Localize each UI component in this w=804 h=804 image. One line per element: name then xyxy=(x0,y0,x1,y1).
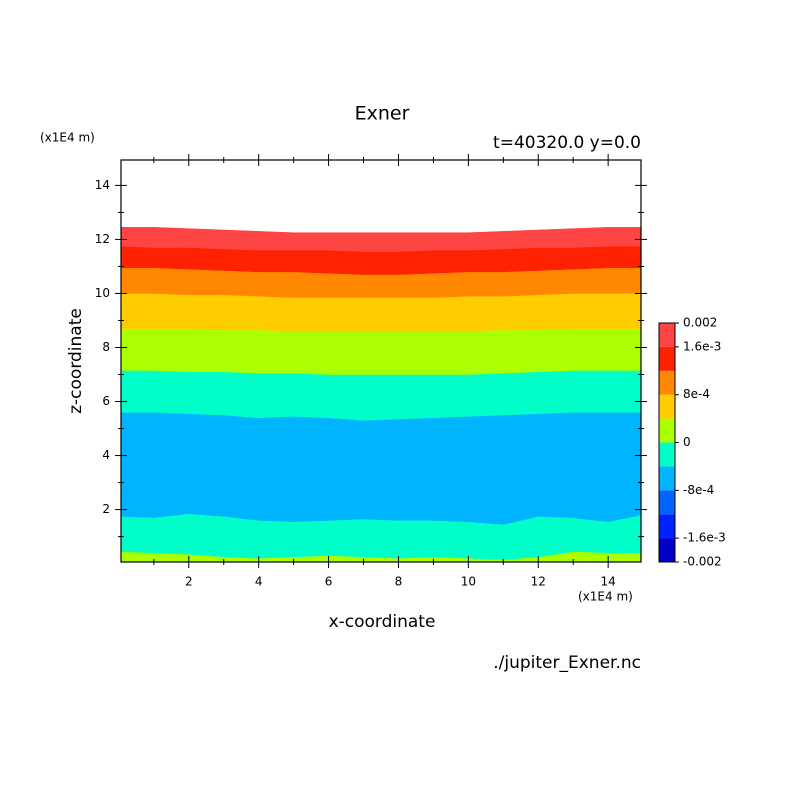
colorbar-box xyxy=(659,490,675,515)
y-tick-label: 4 xyxy=(102,448,110,462)
x-tick-label: 12 xyxy=(531,575,546,589)
colorbar-box xyxy=(659,394,675,419)
plot-frame xyxy=(120,159,642,563)
colorbar-tick-label: 0.002 xyxy=(683,316,717,330)
colorbar-box xyxy=(659,514,675,539)
colorbar-tick-label: 8e-4 xyxy=(683,387,710,401)
colorbar-box xyxy=(659,346,675,371)
contour-band xyxy=(120,293,642,332)
colorbar-box xyxy=(659,370,675,395)
contour-band xyxy=(120,370,642,421)
x-axis-label: x-coordinate xyxy=(329,612,436,632)
colorbar-box xyxy=(659,418,675,443)
colorbar-box xyxy=(659,442,675,467)
y-tick-label: 10 xyxy=(95,286,110,300)
colorbar-box xyxy=(659,466,675,491)
y-tick-label: 6 xyxy=(102,394,110,408)
colorbar-tick-label: 1.6e-3 xyxy=(683,339,721,353)
chart-title: Exner xyxy=(355,103,410,125)
x-tick-label: 10 xyxy=(461,575,476,589)
colorbar-tick-label: -1.6e-3 xyxy=(683,531,726,545)
contour-band xyxy=(120,412,642,525)
y-tick-label: 2 xyxy=(102,502,110,516)
y-tick-label: 8 xyxy=(102,340,110,354)
x-tick-label: 4 xyxy=(255,575,263,589)
colorbar-tick-label: -8e-4 xyxy=(683,483,714,497)
colorbar-box xyxy=(659,538,675,562)
x-tick-label: 2 xyxy=(185,575,193,589)
chart-subtitle: t=40320.0 y=0.0 xyxy=(493,133,641,153)
y-unit: (x1E4 m) xyxy=(40,131,95,145)
x-tick-label: 14 xyxy=(601,575,616,589)
x-tick-label: 8 xyxy=(395,575,403,589)
colorbar-tick-label: 0 xyxy=(683,435,691,449)
x-tick-label: 6 xyxy=(325,575,333,589)
y-tick-label: 14 xyxy=(95,178,110,192)
y-tick-label: 12 xyxy=(95,232,110,246)
colorbar-tick-label: -0.002 xyxy=(683,555,722,569)
y-axis-label: z-coordinate xyxy=(66,308,86,414)
contour-band xyxy=(120,513,642,560)
contour-band xyxy=(120,328,642,375)
source-label: ./jupiter_Exner.nc xyxy=(493,653,641,673)
x-unit: (x1E4 m) xyxy=(578,590,633,604)
colorbar-box xyxy=(659,323,675,347)
